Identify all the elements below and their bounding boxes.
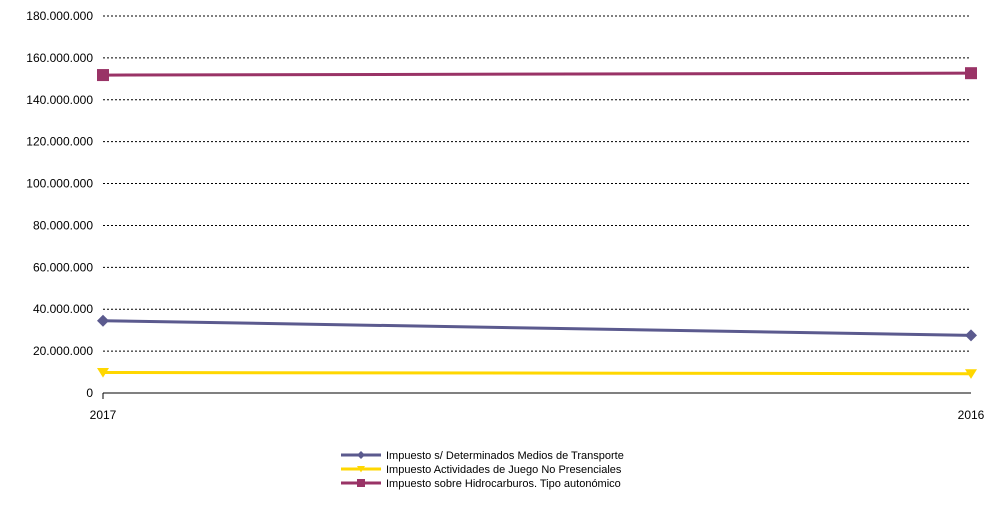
y-tick-label: 20.000.000 — [33, 344, 93, 358]
legend-label: Impuesto s/ Determinados Medios de Trans… — [386, 450, 624, 462]
y-tick-label: 40.000.000 — [33, 302, 93, 316]
y-tick-label: 0 — [86, 386, 93, 400]
x-tick-label: 2016 — [958, 408, 985, 422]
series-line — [102, 370, 972, 376]
y-tick-label: 80.000.000 — [33, 218, 93, 232]
data-point-marker — [357, 466, 365, 473]
series-line — [102, 319, 972, 337]
x-tick-label: 2017 — [90, 408, 117, 422]
data-point-marker — [965, 329, 977, 342]
data-point-marker — [97, 367, 109, 378]
data-point-marker — [97, 314, 109, 327]
legend-label: Impuesto sobre Hidrocarburos. Tipo auton… — [386, 478, 621, 490]
y-tick-label: 120.000.000 — [26, 135, 93, 149]
data-point-marker — [965, 369, 977, 379]
data-point-marker — [97, 69, 109, 82]
y-tick-label: 60.000.000 — [33, 260, 93, 274]
series-line — [102, 71, 972, 77]
legend: Impuesto s/ Determinados Medios de Trans… — [341, 450, 624, 490]
gridlines — [103, 15, 971, 352]
y-tick-label: 160.000.000 — [26, 51, 93, 65]
y-tick-label: 140.000.000 — [26, 93, 93, 107]
series-lines — [97, 67, 977, 379]
y-tick-label: 180.000.000 — [26, 9, 93, 23]
data-point-marker — [357, 451, 365, 459]
legend-label: Impuesto Actividades de Juego No Presenc… — [386, 464, 622, 476]
data-point-marker — [357, 479, 365, 487]
axes: 0 20.000.000 40.000.000 60.000.000 80.000.00… — [26, 9, 984, 422]
y-tick-label: 100.000.000 — [26, 177, 93, 191]
data-point-marker — [965, 67, 977, 80]
